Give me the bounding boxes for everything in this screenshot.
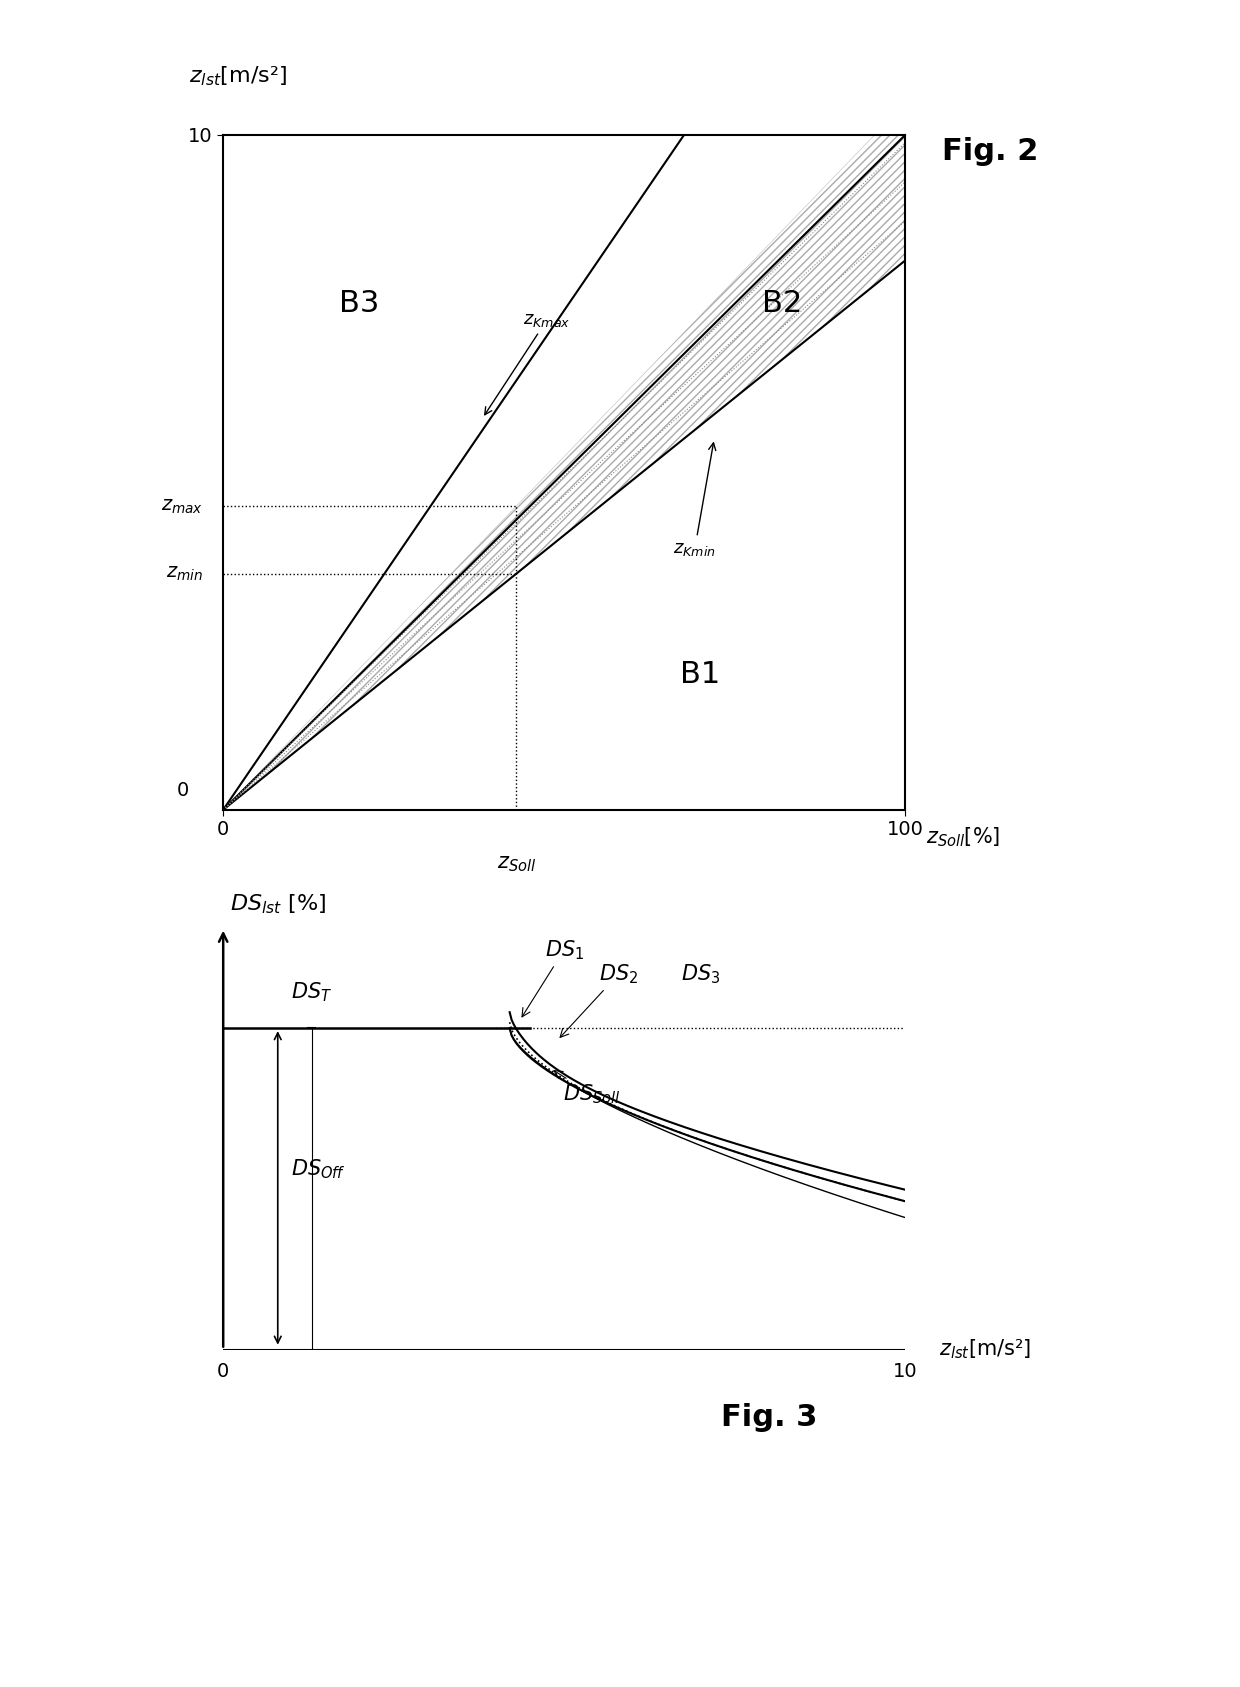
Text: Fig. 3: Fig. 3 bbox=[720, 1402, 817, 1432]
Text: $z_{max}$: $z_{max}$ bbox=[161, 496, 202, 516]
Text: $z_{Kmin}$: $z_{Kmin}$ bbox=[673, 444, 715, 558]
Text: $DS_{Soll}$: $DS_{Soll}$ bbox=[554, 1071, 620, 1107]
Text: $z_{Soll}$[%]: $z_{Soll}$[%] bbox=[925, 825, 999, 849]
Text: 10: 10 bbox=[893, 1361, 918, 1380]
Text: B3: B3 bbox=[340, 288, 379, 319]
Text: B2: B2 bbox=[763, 288, 802, 319]
Text: 0: 0 bbox=[217, 1361, 229, 1380]
Text: $z_{Soll}$: $z_{Soll}$ bbox=[497, 854, 536, 874]
Text: $z_{Kmax}$: $z_{Kmax}$ bbox=[485, 310, 570, 415]
Text: $z_{lst}$[m/s²]: $z_{lst}$[m/s²] bbox=[188, 64, 288, 88]
Text: 0: 0 bbox=[177, 781, 188, 800]
Text: Fig. 2: Fig. 2 bbox=[942, 137, 1039, 167]
Text: B1: B1 bbox=[681, 660, 720, 690]
Text: $DS_T$: $DS_T$ bbox=[291, 980, 332, 1004]
Text: $z_{min}$: $z_{min}$ bbox=[166, 563, 202, 584]
Text: $DS_1$: $DS_1$ bbox=[522, 938, 584, 1017]
Text: $DS_{lst}$ [%]: $DS_{lst}$ [%] bbox=[231, 892, 326, 916]
Text: $DS_{Off}$: $DS_{Off}$ bbox=[291, 1157, 346, 1181]
Text: $DS_3$: $DS_3$ bbox=[681, 962, 720, 985]
Text: $DS_2$: $DS_2$ bbox=[560, 962, 639, 1038]
Text: $z_{lst}$[m/s²]: $z_{lst}$[m/s²] bbox=[940, 1338, 1032, 1361]
